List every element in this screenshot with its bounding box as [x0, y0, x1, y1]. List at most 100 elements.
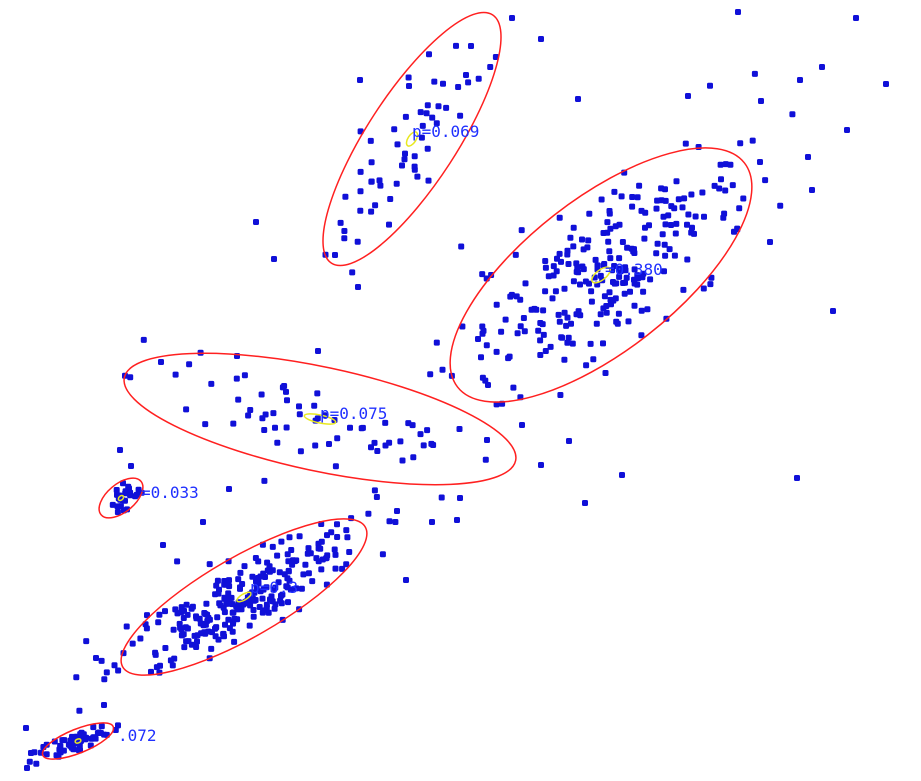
data-point: [394, 508, 400, 514]
data-point: [618, 193, 625, 200]
data-point: [707, 281, 714, 288]
data-point: [522, 280, 529, 287]
data-point: [767, 239, 773, 245]
data-point: [103, 669, 110, 676]
data-point: [386, 439, 393, 446]
data-point: [568, 320, 574, 327]
data-point: [454, 517, 460, 523]
data-point: [402, 150, 408, 157]
data-point: [90, 724, 97, 731]
data-point: [346, 549, 353, 555]
data-point: [405, 74, 412, 81]
data-point: [357, 188, 364, 195]
data-point: [531, 305, 538, 312]
data-point: [201, 629, 208, 636]
data-point: [575, 96, 581, 102]
data-point: [394, 141, 401, 148]
data-point: [311, 402, 318, 409]
data-point: [493, 401, 500, 408]
data-point: [304, 550, 311, 557]
data-point: [459, 323, 466, 330]
data-point: [700, 285, 707, 292]
data-point: [439, 366, 446, 373]
data-point: [675, 196, 682, 203]
data-point: [797, 77, 803, 83]
data-point: [112, 727, 119, 733]
data-point: [59, 737, 66, 744]
data-point: [510, 384, 517, 391]
data-point: [392, 519, 399, 525]
data-point: [597, 311, 604, 318]
data-point: [456, 426, 463, 432]
data-point: [550, 263, 557, 270]
data-point: [659, 231, 666, 238]
data-point: [264, 567, 271, 574]
data-point: [184, 611, 191, 618]
data-point: [600, 230, 607, 236]
data-point: [685, 93, 691, 99]
data-point: [644, 306, 651, 313]
data-point: [78, 731, 85, 738]
data-point: [457, 495, 463, 501]
data-point: [231, 638, 238, 645]
data-point: [680, 286, 687, 293]
data-point: [777, 202, 784, 209]
data-point: [661, 268, 667, 275]
data-point: [256, 604, 263, 610]
component-label: p=0.069: [412, 122, 479, 141]
data-point: [283, 388, 289, 395]
data-point: [185, 638, 192, 645]
data-point: [482, 456, 489, 463]
data-point: [26, 758, 33, 765]
component-label: p=0.3: [250, 578, 298, 597]
data-point: [318, 566, 325, 573]
data-point: [186, 361, 193, 368]
data-point: [717, 161, 724, 168]
component-ellipse: [123, 352, 517, 486]
data-point: [349, 269, 356, 276]
data-point: [202, 421, 209, 428]
data-point: [183, 601, 190, 608]
data-point: [228, 594, 235, 601]
data-point: [708, 274, 715, 281]
data-point: [368, 178, 375, 185]
data-point: [270, 410, 277, 417]
data-point: [269, 543, 276, 550]
data-point: [517, 323, 524, 330]
data-point: [233, 603, 240, 610]
data-point: [184, 625, 191, 632]
data-point: [332, 565, 339, 572]
data-point: [606, 248, 613, 255]
data-point: [341, 235, 348, 242]
data-point: [296, 403, 302, 410]
data-point: [123, 623, 130, 630]
data-point: [347, 424, 353, 431]
data-point: [337, 219, 344, 226]
data-point: [334, 435, 341, 442]
data-point: [612, 295, 619, 302]
data-point: [631, 302, 638, 309]
data-point: [665, 212, 672, 219]
data-point: [215, 590, 222, 597]
data-point: [642, 224, 648, 231]
data-point: [485, 382, 491, 388]
data-point: [181, 644, 188, 651]
component-center-ellipse: [117, 494, 125, 502]
data-point: [312, 442, 319, 449]
data-point: [577, 312, 584, 319]
data-point: [616, 221, 623, 228]
data-point: [564, 314, 571, 321]
data-point: [128, 463, 134, 469]
data-point: [135, 486, 142, 493]
data-point: [215, 636, 222, 643]
data-point: [148, 668, 154, 675]
data-point: [115, 722, 121, 729]
data-point: [94, 730, 101, 736]
data-point: [537, 352, 544, 358]
data-point: [259, 595, 266, 602]
data-point: [224, 599, 231, 606]
data-point: [234, 616, 241, 623]
data-point: [566, 438, 572, 444]
data-point: [156, 611, 163, 618]
data-point: [616, 255, 623, 262]
